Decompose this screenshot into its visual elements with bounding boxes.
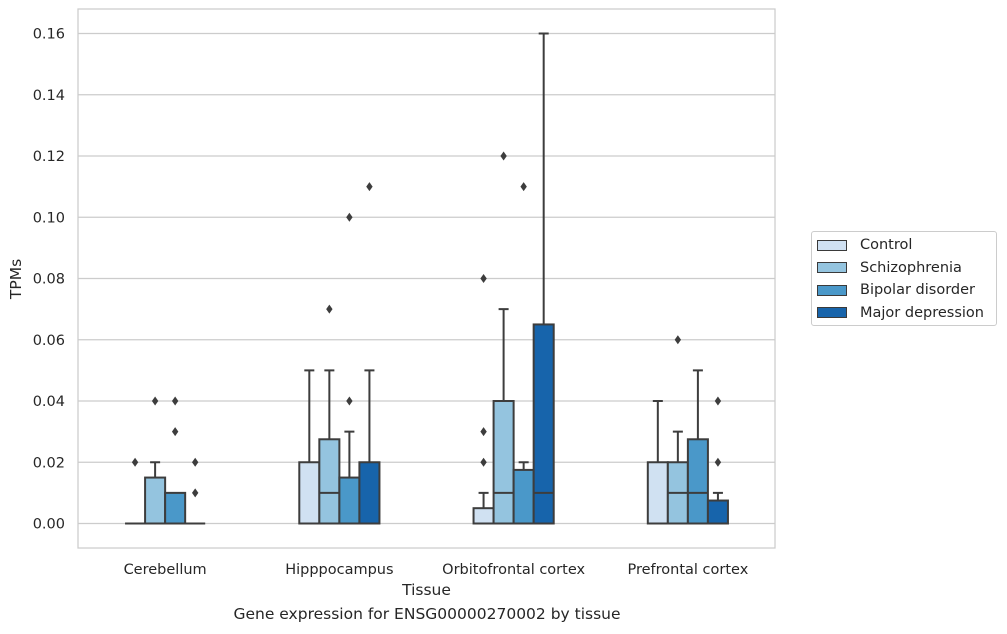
boxplots	[125, 32, 729, 525]
boxplot	[512, 182, 535, 525]
boxplot	[358, 182, 381, 525]
y-tick-label: 0.10	[33, 210, 65, 226]
box	[358, 461, 381, 525]
outlier-point	[346, 396, 353, 406]
outlier-point	[131, 457, 139, 467]
legend-item: Schizophrenia	[817, 259, 962, 277]
x-tick-label: Cerebellum	[124, 562, 207, 578]
outlier-point	[171, 396, 179, 406]
legend-item: Bipolar disorder	[817, 281, 975, 299]
legend-label: Schizophrenia	[860, 259, 962, 276]
plot-frame	[77, 8, 776, 549]
boxplot	[532, 32, 555, 525]
box	[338, 476, 361, 525]
box	[164, 491, 187, 525]
outlier-point	[500, 151, 507, 161]
boxplot	[666, 335, 689, 525]
boxplot	[492, 151, 515, 525]
legend-item: Major depression	[817, 304, 984, 322]
legend-swatch	[817, 239, 847, 251]
box	[144, 476, 167, 525]
outlier-point	[480, 457, 487, 467]
legend-swatch	[817, 307, 847, 318]
outlier-point	[191, 488, 199, 498]
x-tick-label: Orbitofrontal cortex	[442, 562, 585, 578]
legend-swatch	[817, 262, 847, 273]
box	[646, 461, 669, 525]
x-axis-title: Tissue	[401, 581, 451, 599]
y-tick-label: 0.08	[33, 272, 65, 288]
outlier-point	[480, 274, 487, 283]
legend: Control Schizophrenia Bipolar disorder Majo…	[811, 231, 997, 326]
outlier-point	[480, 427, 487, 437]
outlier-point	[714, 396, 722, 406]
boxplot	[472, 274, 495, 525]
outlier-point	[191, 457, 199, 467]
boxplot	[318, 304, 341, 525]
legend-swatch	[817, 284, 847, 296]
boxplot	[338, 212, 361, 525]
boxplot	[298, 369, 321, 525]
boxplot	[164, 396, 187, 525]
gridlines	[78, 32, 775, 525]
outlier-point	[151, 396, 159, 406]
boxplot	[646, 400, 669, 525]
legend-item: Control	[817, 236, 912, 254]
boxplot	[686, 369, 709, 525]
outlier-point	[171, 427, 179, 437]
outlier-point	[346, 212, 353, 222]
box	[512, 468, 535, 525]
y-tick-label: 0.02	[33, 455, 65, 471]
box	[686, 438, 709, 525]
boxplot	[125, 457, 146, 525]
outlier-point	[366, 182, 373, 192]
outlier-point	[674, 335, 682, 345]
box	[532, 323, 555, 525]
legend-label: Control	[860, 237, 913, 253]
y-tick-label: 0.06	[33, 333, 65, 349]
x-axis-ticks: Cerebellum Hipppocampus Orbitofrontal cort…	[124, 562, 749, 578]
legend-label: Bipolar disorder	[860, 282, 975, 298]
box	[492, 400, 515, 525]
y-tick-label: 0.14	[33, 88, 65, 104]
boxplot	[706, 396, 729, 525]
outlier-point	[326, 304, 333, 314]
y-tick-label: 0.04	[33, 394, 65, 410]
x-tick-label: Hipppocampus	[285, 562, 393, 578]
box	[298, 461, 321, 525]
y-axis-ticks: 0.00 0.02 0.04 0.06 0.08 0.10 0.12 0.14 0.16	[33, 27, 65, 533]
box	[472, 507, 495, 525]
box	[318, 438, 341, 525]
y-axis-title: TPMs	[7, 259, 25, 300]
x-tick-label: Prefrontal cortex	[627, 562, 748, 578]
y-tick-label: 0.00	[33, 517, 65, 533]
boxplot	[185, 457, 206, 525]
chart-caption: Gene expression for ENSG00000270002 by t…	[233, 605, 621, 623]
boxplot	[144, 396, 167, 525]
y-tick-label: 0.12	[33, 149, 65, 165]
outlier-point	[714, 457, 722, 467]
y-tick-label: 0.16	[33, 27, 65, 43]
box	[706, 499, 729, 525]
outlier-point	[520, 182, 527, 192]
legend-label: Major depression	[860, 304, 984, 321]
